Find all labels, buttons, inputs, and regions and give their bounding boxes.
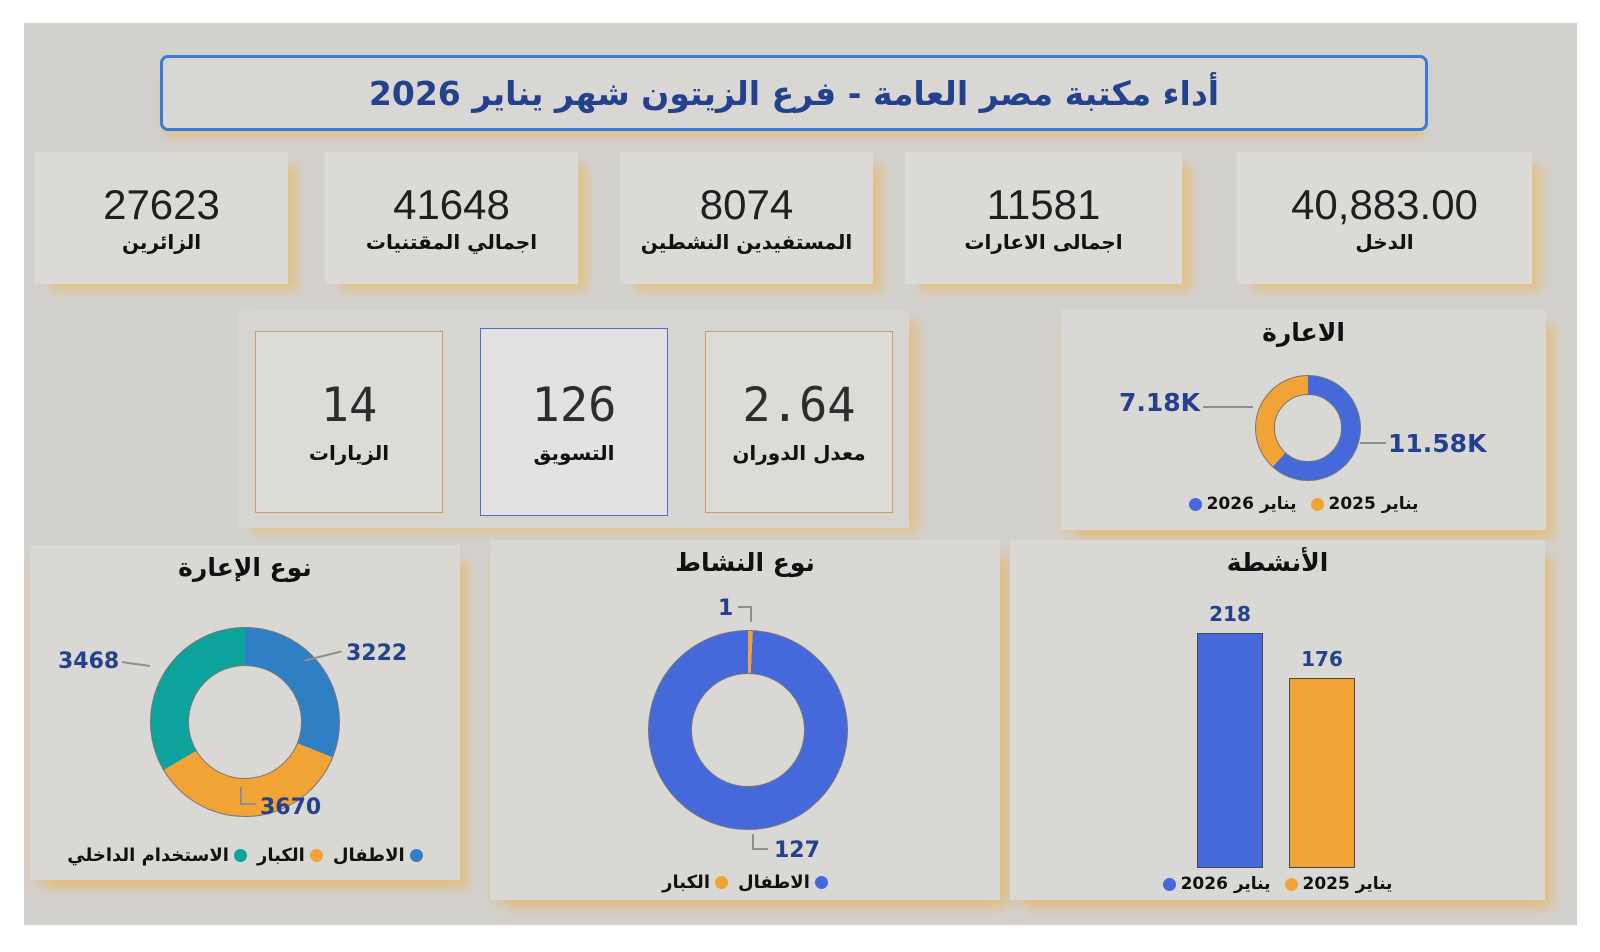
loans-chart-title: الاعارة xyxy=(1262,318,1345,347)
legend-item-jan-2026[interactable]: يناير 2026 xyxy=(1162,874,1271,894)
kpi-card-income[interactable]: 40,883.00 الدخل xyxy=(1237,152,1532,284)
activity-type-donut-hole xyxy=(691,673,805,787)
legend-marker-blue-icon xyxy=(1188,497,1202,511)
legend-item-adults[interactable]: الكبار xyxy=(257,845,323,866)
kpi-value-income: 40,883.00 xyxy=(1291,181,1478,228)
activities-bar-value-2025: 176 xyxy=(1301,647,1343,671)
loans-label-2026: 11.58K xyxy=(1388,429,1487,458)
legend-label-children: الاطفال xyxy=(332,845,405,866)
activity-type-label-children: 127 xyxy=(774,838,820,863)
mini-label-turnover-rate: معدل الدوران xyxy=(732,440,866,465)
kpi-card-visitors[interactable]: 27623 الزائرين xyxy=(35,152,288,284)
kpi-card-total-loans[interactable]: 11581 اجمالى الاعارات xyxy=(905,152,1182,284)
legend-label-jan-2025: يناير 2025 xyxy=(1328,494,1419,514)
activities-legend: يناير 2026 يناير 2025 xyxy=(1010,874,1545,894)
loan-type-callout-line-internal xyxy=(121,661,151,667)
kpi-value-total-loans: 11581 xyxy=(986,181,1101,228)
loan-type-label-adults: 3670 xyxy=(260,795,322,820)
legend-item-jan-2026[interactable]: يناير 2026 xyxy=(1188,494,1297,514)
loans-chart-panel[interactable]: الاعارة 7.18K 11.58K يناير 2026 يناير 20… xyxy=(1061,310,1546,530)
mini-card-marketing[interactable]: 126 التسويق xyxy=(480,328,668,516)
activity-type-chart-title: نوع النشاط xyxy=(675,548,815,577)
loans-callout-line-2025 xyxy=(1203,406,1253,408)
kpi-value-total-holdings: 41648 xyxy=(393,181,510,228)
legend-item-adults[interactable]: الكبار xyxy=(662,872,728,893)
legend-label-internal-use: الاستخدام الداخلي xyxy=(67,845,229,866)
activity-type-chart-panel[interactable]: نوع النشاط 1 127 الكبار الاطفال xyxy=(490,540,1000,900)
loan-type-chart-panel[interactable]: نوع الإعارة 3222 3468 3670 الاستخدام الد… xyxy=(30,545,460,880)
kpi-card-active-users[interactable]: 8074 المستفيدين النشطين xyxy=(620,152,873,284)
legend-marker-blue-icon xyxy=(409,849,423,862)
legend-marker-blue-icon xyxy=(814,876,828,889)
page-title: أداء مكتبة مصر العامة - فرع الزيتون شهر … xyxy=(368,73,1220,113)
legend-item-jan-2025[interactable]: يناير 2025 xyxy=(1284,874,1393,894)
kpi-value-visitors: 27623 xyxy=(103,181,220,228)
kpi-label-total-holdings: اجمالي المقتنيات xyxy=(365,230,538,254)
kpi-card-total-holdings[interactable]: 41648 اجمالي المقتنيات xyxy=(325,152,578,284)
mini-label-visits: الزيارات xyxy=(308,440,390,465)
mini-value-marketing: 126 xyxy=(531,377,617,433)
activities-chart-panel[interactable]: الأنشطة 218 176 يناير 2026 يناير 2025 xyxy=(1010,540,1545,900)
mini-value-visits: 14 xyxy=(320,377,378,433)
mini-value-turnover-rate: 2.64 xyxy=(742,377,856,433)
kpi-label-income: الدخل xyxy=(1355,230,1414,254)
activities-bar-value-2026: 218 xyxy=(1209,602,1251,626)
title-banner: أداء مكتبة مصر العامة - فرع الزيتون شهر … xyxy=(160,55,1428,131)
loan-type-label-children: 3222 xyxy=(346,641,408,666)
activities-chart-title: الأنشطة xyxy=(1226,548,1329,577)
loans-legend: يناير 2026 يناير 2025 xyxy=(1061,494,1546,514)
legend-label-children: الاطفال xyxy=(738,872,810,893)
loan-type-callout-elbow-adults xyxy=(240,787,256,805)
legend-label-jan-2026: يناير 2026 xyxy=(1180,874,1271,894)
legend-marker-teal-icon xyxy=(233,849,247,862)
loan-type-chart-title: نوع الإعارة xyxy=(178,553,312,582)
loan-type-label-internal: 3468 xyxy=(58,649,120,674)
mini-card-visits[interactable]: 14 الزيارات xyxy=(255,331,443,513)
legend-label-jan-2026: يناير 2026 xyxy=(1206,494,1297,514)
legend-item-children[interactable]: الاطفال xyxy=(333,845,423,866)
activities-bar-2026[interactable] xyxy=(1197,633,1263,868)
mini-label-marketing: التسويق xyxy=(533,440,615,465)
mini-card-turnover-rate[interactable]: 2.64 معدل الدوران xyxy=(705,331,893,513)
loan-type-legend: الاستخدام الداخلي الكبار الاطفال xyxy=(30,845,460,866)
activity-type-callout-elbow-adults xyxy=(738,606,752,622)
mini-kpi-panel: 14 الزيارات 126 التسويق 2.64 معدل الدورا… xyxy=(237,310,909,528)
activities-bar-2025[interactable] xyxy=(1289,678,1355,868)
legend-marker-orange-icon xyxy=(309,849,323,862)
activity-type-label-adults: 1 xyxy=(718,596,734,621)
dashboard-canvas: أداء مكتبة مصر العامة - فرع الزيتون شهر … xyxy=(24,23,1577,925)
activity-type-legend: الكبار الاطفال xyxy=(490,872,1000,893)
legend-label-jan-2025: يناير 2025 xyxy=(1302,874,1393,894)
legend-marker-orange-icon xyxy=(1284,877,1298,891)
kpi-value-active-users: 8074 xyxy=(699,181,794,228)
kpi-label-visitors: الزائرين xyxy=(121,230,202,254)
legend-marker-orange-icon xyxy=(1310,497,1324,511)
loans-donut-hole xyxy=(1274,394,1342,462)
loans-callout-line-2026 xyxy=(1360,442,1386,444)
kpi-label-total-loans: اجمالى الاعارات xyxy=(964,230,1123,254)
legend-marker-blue-icon xyxy=(1162,877,1176,891)
loans-label-2025: 7.18K xyxy=(1119,388,1201,417)
legend-item-internal-use[interactable]: الاستخدام الداخلي xyxy=(67,845,247,866)
legend-marker-orange-icon xyxy=(715,876,728,889)
legend-item-jan-2025[interactable]: يناير 2025 xyxy=(1310,494,1419,514)
legend-label-adults: الكبار xyxy=(662,872,710,893)
loan-type-donut-hole xyxy=(188,665,302,779)
legend-item-children[interactable]: الاطفال xyxy=(738,872,828,893)
kpi-label-active-users: المستفيدين النشطين xyxy=(640,230,853,254)
legend-label-adults: الكبار xyxy=(256,845,305,866)
activity-type-callout-elbow-children xyxy=(752,834,768,850)
